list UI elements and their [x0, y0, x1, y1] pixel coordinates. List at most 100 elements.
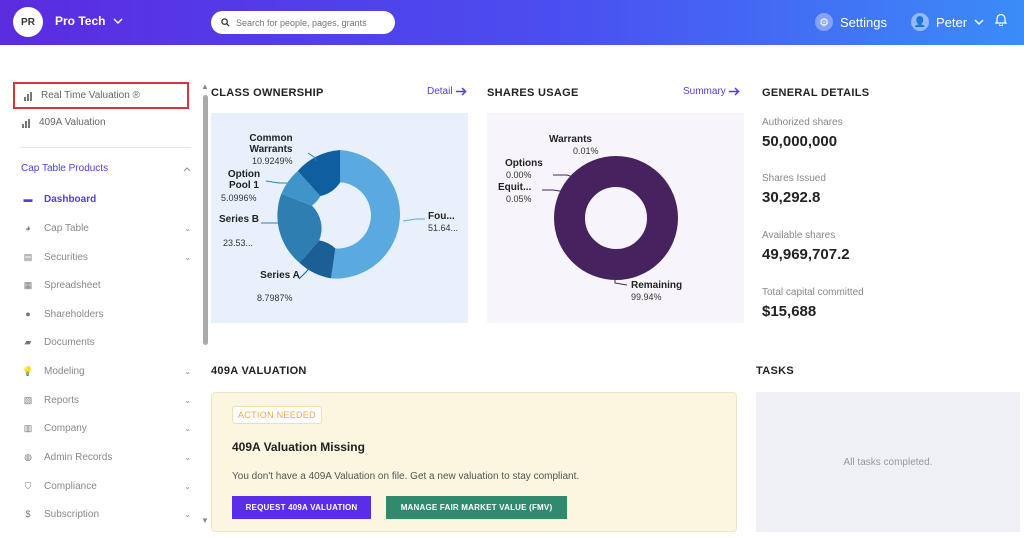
org-switcher[interactable]: Pro Tech: [55, 14, 123, 28]
arrow-right-icon: [455, 87, 467, 96]
sidebar-item-label: Dashboard: [44, 193, 97, 205]
summary-link-label: Summary: [683, 86, 726, 97]
available-shares-label: Available shares: [762, 230, 836, 241]
sidebar-item-label: Modeling: [44, 365, 85, 377]
donut-segment-series-b[interactable]: [277, 193, 322, 263]
arrow-right-icon: [728, 87, 740, 96]
label-warrants-pct: 0.01%: [573, 146, 599, 156]
sidebar-scrollbar[interactable]: [203, 95, 208, 345]
label-series-a-pct: 8.7987%: [257, 293, 293, 303]
sidebar-item-label: Subscription: [44, 508, 100, 520]
label-founders-pct: 51.64...: [428, 223, 459, 233]
chevron-down-icon: [974, 19, 984, 25]
pie-icon: ◕: [25, 223, 31, 233]
action-needed-badge: ACTION NEEDED: [232, 406, 322, 424]
label-options-pct: 0.00%: [506, 170, 532, 180]
donut-segment-common-warrants[interactable]: [297, 150, 341, 197]
bulb-icon: 💡: [22, 365, 34, 376]
top-bar: PR Pro Tech ⚙ Settings 👤 Peter: [0, 0, 1024, 45]
org-name: Pro Tech: [55, 14, 106, 28]
sidebar: Real Time Valuation ® 409A Valuation Cap…: [0, 45, 210, 537]
total-capital-label: Total capital committed: [762, 287, 864, 298]
shares-usage-title: SHARES USAGE: [487, 87, 579, 99]
sidebar-item-documents[interactable]: ▰ Documents: [21, 334, 191, 350]
sidebar-item-label: Cap Table: [44, 222, 89, 234]
chevron-down-icon: ⌄: [184, 223, 191, 233]
sidebar-item-label: Real Time Valuation ®: [41, 90, 140, 101]
dollar-icon: $: [25, 509, 31, 519]
chevron-down-icon: ⌄: [184, 509, 191, 519]
user-avatar-icon: 👤: [911, 13, 929, 31]
spreadsheet-icon: ▦: [23, 279, 33, 290]
sidebar-section-cap-table-products[interactable]: Cap Table Products: [21, 163, 191, 174]
sidebar-item-spreadsheet[interactable]: ▦ Spreadsheet: [21, 277, 191, 293]
label-equity-pct: 0.05%: [506, 194, 532, 204]
manage-fmv-button[interactable]: MANAGE FAIR MARKET VALUE (FMV): [386, 496, 567, 519]
label-common-warrants-pct: 10.9249%: [252, 156, 293, 166]
class-ownership-title: CLASS OWNERSHIP: [211, 87, 324, 99]
sidebar-item-label: Securities: [44, 251, 88, 263]
chevron-down-icon: ⌄: [184, 423, 191, 433]
dashboard-icon: ▬: [23, 194, 33, 204]
sidebar-item-cap-table[interactable]: ◕ Cap Table ⌄: [21, 220, 191, 236]
sidebar-item-label: Shareholders: [44, 308, 104, 320]
sidebar-item-shareholders[interactable]: ● Shareholders: [21, 306, 191, 322]
label-series-b: Series B: [218, 214, 260, 225]
sidebar-item-label: Reports: [44, 394, 80, 406]
general-details-title: GENERAL DETAILS: [762, 87, 870, 99]
bell-icon[interactable]: [994, 13, 1008, 29]
tasks-panel: All tasks completed.: [756, 392, 1020, 532]
sidebar-item-subscription[interactable]: $ Subscription ⌄: [21, 506, 191, 522]
class-ownership-donut-chart: [261, 150, 425, 280]
sidebar-divider: [20, 147, 191, 148]
label-options: Options: [505, 158, 543, 169]
user-name: Peter: [936, 14, 968, 30]
sidebar-item-securities[interactable]: ▤ Securities ⌄: [21, 249, 191, 265]
scroll-up-arrow[interactable]: ▲: [201, 82, 209, 91]
sidebar-item-compliance[interactable]: ⛉ Compliance ⌄: [21, 478, 191, 494]
sidebar-item-label: 409A Valuation: [39, 117, 106, 128]
tasks-empty-text: All tasks completed.: [843, 456, 933, 468]
reports-icon: ▧: [23, 394, 33, 405]
sidebar-item-company[interactable]: ▥ Company ⌄: [21, 420, 191, 436]
bar-chart-icon: [24, 91, 32, 101]
user-menu[interactable]: 👤 Peter: [911, 13, 984, 31]
sidebar-item-admin-records[interactable]: ◍ Admin Records ⌄: [21, 449, 191, 465]
donut-segment-option-pool[interactable]: [281, 171, 321, 206]
authorized-shares-label: Authorized shares: [762, 117, 843, 128]
total-capital-value: $15,688: [762, 303, 817, 320]
available-shares-value: 49,969,707.2: [762, 246, 850, 263]
donut-segment-remaining[interactable]: [554, 156, 678, 280]
label-option-pool-pct: 5.0996%: [221, 193, 257, 203]
sidebar-item-modeling[interactable]: 💡 Modeling ⌄: [21, 363, 191, 379]
shares-usage-summary-link[interactable]: Summary: [683, 86, 740, 97]
donut-segment-founders[interactable]: [331, 150, 400, 279]
label-option-pool: Option Pool 1: [227, 169, 261, 191]
chevron-down-icon: ⌄: [184, 366, 191, 376]
label-warrants: Warrants: [549, 134, 592, 145]
sidebar-item-real-time-valuation[interactable]: Real Time Valuation ®: [13, 82, 189, 109]
chevron-down-icon: ⌄: [184, 252, 191, 262]
class-ownership-detail-link[interactable]: Detail: [427, 86, 467, 97]
sidebar-item-label: Company: [44, 422, 87, 434]
search-input[interactable]: [236, 17, 386, 28]
shares-issued-label: Shares Issued: [762, 173, 826, 184]
bar-chart-icon: [22, 118, 30, 128]
label-series-a: Series A: [260, 270, 300, 281]
tasks-title: TASKS: [756, 365, 794, 377]
chevron-up-icon: [183, 167, 191, 172]
settings-button[interactable]: ⚙ Settings: [815, 13, 887, 31]
label-founders: Fou...: [428, 211, 455, 222]
scroll-down-arrow[interactable]: ▼: [201, 516, 209, 525]
sidebar-item-409a-valuation[interactable]: 409A Valuation: [21, 117, 106, 128]
sidebar-item-reports[interactable]: ▧ Reports ⌄: [21, 392, 191, 408]
records-icon: ◍: [24, 451, 32, 462]
sidebar-item-dashboard[interactable]: ▬ Dashboard: [21, 191, 191, 207]
search-box[interactable]: [211, 11, 395, 34]
gear-icon: ⚙: [815, 13, 833, 31]
request-409a-valuation-button[interactable]: REQUEST 409A VALUATION: [232, 496, 371, 519]
settings-label: Settings: [840, 14, 887, 30]
org-avatar[interactable]: PR: [13, 7, 43, 37]
valuation-409a-title: 409A VALUATION: [211, 365, 307, 377]
chevron-down-icon: ⌄: [184, 395, 191, 405]
